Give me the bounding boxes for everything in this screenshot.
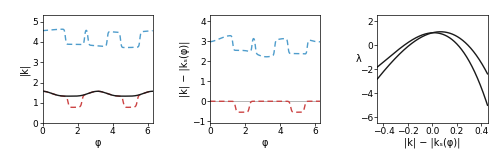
X-axis label: φ: φ — [262, 138, 268, 148]
Y-axis label: λ: λ — [356, 54, 362, 64]
Y-axis label: |k| − |kₛ(φ)|: |k| − |kₛ(φ)| — [179, 41, 190, 97]
X-axis label: |k| − |kₛ(φ)|: |k| − |kₛ(φ)| — [404, 138, 460, 148]
X-axis label: φ: φ — [94, 138, 101, 148]
Y-axis label: |k|: |k| — [20, 63, 30, 75]
